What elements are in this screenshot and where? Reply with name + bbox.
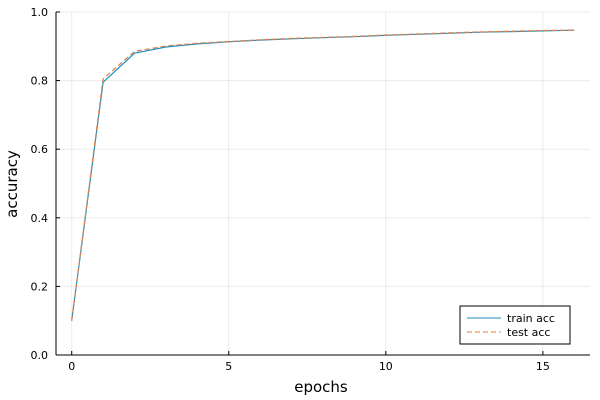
y-tick-label: 0.4 <box>31 212 49 225</box>
series-lines <box>71 29 575 321</box>
x-axis-title: epochs <box>294 378 348 396</box>
legend: train acc test acc <box>459 305 571 345</box>
grid <box>56 11 590 356</box>
axes: 0 5 10 15 0.0 0.2 0.4 0.6 0.8 1.0 <box>31 6 590 373</box>
y-tick-label: 0.6 <box>31 143 49 156</box>
y-tick-label: 0.2 <box>31 280 49 293</box>
legend-label-train-acc: train acc <box>507 312 555 325</box>
x-tick-label: 5 <box>225 360 232 373</box>
y-tick-label: 1.0 <box>31 6 49 19</box>
legend-box <box>459 305 571 345</box>
y-axis-title: accuracy <box>3 150 21 218</box>
series-line-train-acc <box>71 29 575 321</box>
x-tick-label: 0 <box>68 360 75 373</box>
legend-label-test-acc: test acc <box>507 326 550 339</box>
series-line-test-acc <box>71 29 575 321</box>
x-tick-label: 10 <box>379 360 393 373</box>
y-tick-label: 0.8 <box>31 75 49 88</box>
y-tick-label: 0.0 <box>31 349 49 362</box>
x-tick-label: 15 <box>536 360 550 373</box>
